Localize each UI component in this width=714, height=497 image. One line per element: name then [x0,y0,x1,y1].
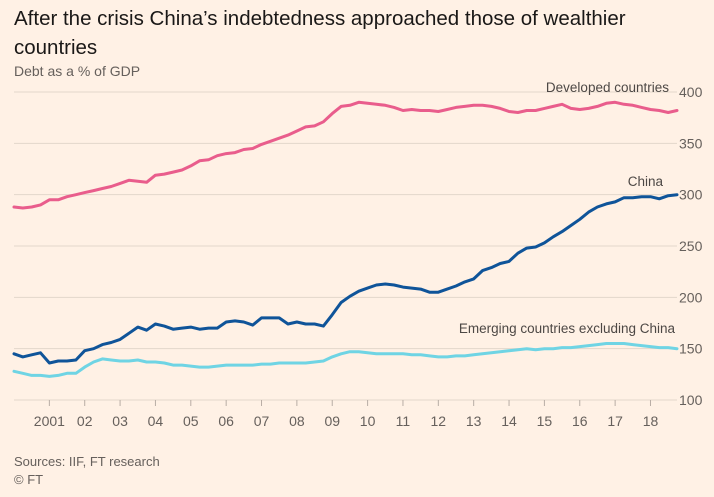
x-tick-label: 04 [148,413,164,429]
x-tick-label: 16 [572,413,588,429]
y-tick-label: 250 [679,238,703,254]
y-tick-label: 350 [679,135,703,151]
chart-title: After the crisis China’s indebtedness ap… [14,7,626,59]
copyright-note: © FT [14,472,44,487]
chart-subtitle: Debt as a % of GDP [14,63,141,79]
gridlines [14,91,677,401]
x-tick-label: 07 [254,413,270,429]
series-label-china: China [628,174,664,189]
x-tick-label: 17 [607,413,623,429]
source-note: Sources: IIF, FT research [14,454,160,469]
x-tick-label: 13 [466,413,482,429]
x-tick-label: 11 [396,413,411,429]
y-axis-ticks: 100 150 200 250 300 350 400 [679,84,703,408]
y-tick-label: 100 [679,392,703,408]
line-chart: 100 150 200 250 300 350 400 2001 02 03 04 05 06 07 08… [12,80,703,429]
x-tick-label: 02 [77,413,93,429]
series-lines [12,100,679,378]
x-tick-label: 15 [537,413,553,429]
y-tick-label: 150 [679,341,703,357]
x-tick-label: 18 [643,413,659,429]
x-tick-label: 2001 [34,413,65,429]
y-tick-label: 200 [679,289,703,305]
series-labels: Developed countries China Emerging countri… [459,80,676,336]
x-tick-label: 12 [431,413,447,429]
x-tick-label: 03 [112,413,128,429]
y-tick-label: 300 [679,187,703,203]
x-tick-label: 10 [360,413,376,429]
x-tick-label: 05 [183,413,199,429]
series-label-emerging-countries-excluding-china: Emerging countries excluding China [459,321,676,336]
series-label-developed-countries: Developed countries [546,80,669,95]
y-tick-label: 400 [679,84,703,100]
series-line-emerging-countries-excluding-china [12,342,679,378]
series-line-developed-countries [12,100,679,210]
series-line-china [12,193,679,365]
x-axis-ticks: 2001 02 03 04 05 06 07 08 09 10 11 12 13 14 15 16 17 18 [34,400,659,429]
x-tick-label: 08 [289,413,305,429]
x-tick-label: 09 [324,413,340,429]
x-tick-label: 14 [501,413,517,429]
x-tick-label: 06 [218,413,234,429]
